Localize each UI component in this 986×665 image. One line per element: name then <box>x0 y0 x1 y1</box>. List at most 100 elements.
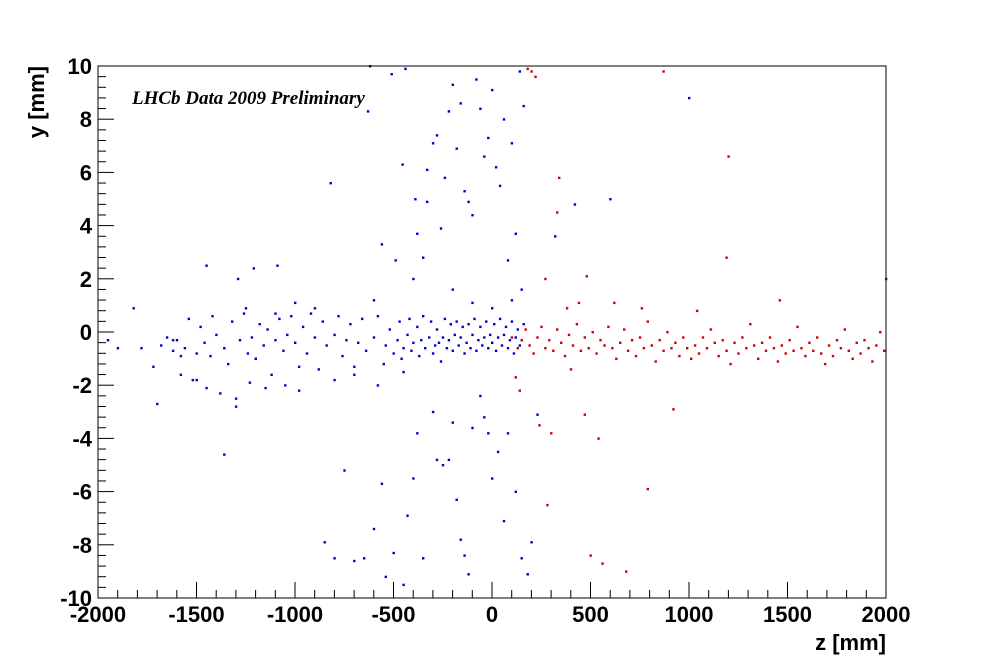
data-point <box>609 198 612 201</box>
data-point <box>471 333 474 337</box>
data-point <box>772 347 776 350</box>
data-point <box>745 347 748 350</box>
data-point <box>871 360 874 363</box>
data-point <box>402 583 405 587</box>
data-point <box>634 354 638 358</box>
data-point <box>140 347 143 350</box>
data-point <box>749 323 752 326</box>
data-point <box>863 339 866 342</box>
data-point <box>459 102 462 105</box>
data-point <box>483 336 486 339</box>
data-point <box>341 354 344 358</box>
data-point <box>508 339 512 342</box>
data-point <box>690 357 693 360</box>
data-point <box>333 557 336 560</box>
data-point <box>455 498 458 501</box>
data-point <box>398 320 401 323</box>
data-point <box>792 349 795 352</box>
data-point <box>353 365 356 368</box>
data-point <box>463 352 466 355</box>
data-point <box>372 527 376 531</box>
data-point <box>875 344 878 347</box>
data-point <box>479 394 482 398</box>
data-point <box>479 107 482 110</box>
data-point <box>556 211 559 214</box>
data-point <box>753 344 756 347</box>
x-axis-title: z [mm] <box>815 630 886 655</box>
data-point <box>510 320 514 323</box>
data-point <box>522 104 525 108</box>
data-point <box>768 336 772 339</box>
data-point <box>701 336 705 339</box>
data-point <box>784 352 787 355</box>
data-point <box>467 323 470 326</box>
data-point <box>835 339 839 342</box>
data-point <box>591 331 594 334</box>
data-point <box>827 344 831 347</box>
data-point <box>266 328 269 331</box>
data-point <box>780 344 783 347</box>
data-point <box>394 259 397 262</box>
data-point <box>209 354 212 358</box>
data-point <box>662 70 665 73</box>
data-point <box>392 551 395 555</box>
data-point <box>284 384 287 387</box>
data-point <box>195 378 198 382</box>
data-point <box>565 307 569 310</box>
data-point <box>544 347 547 350</box>
data-point <box>469 347 472 350</box>
data-point <box>583 413 586 416</box>
data-point <box>372 299 376 302</box>
data-point <box>451 288 454 291</box>
data-point <box>674 341 677 344</box>
data-point <box>412 477 415 480</box>
data-point <box>451 83 454 86</box>
data-point <box>623 328 626 331</box>
data-point <box>487 347 490 350</box>
data-point <box>252 267 255 270</box>
data-point <box>396 339 399 342</box>
plot-frame <box>97 65 887 599</box>
data-point <box>408 317 411 321</box>
x-tick-label: -1500 <box>168 602 224 627</box>
data-point <box>638 336 642 339</box>
data-point <box>116 347 120 350</box>
x-tick-label: 2000 <box>862 602 911 627</box>
data-point <box>309 312 313 315</box>
data-point <box>560 341 563 344</box>
data-point <box>453 333 456 337</box>
data-point <box>717 354 720 358</box>
data-point <box>654 360 657 363</box>
data-point <box>603 344 606 347</box>
data-point <box>171 349 175 352</box>
data-point <box>520 339 523 342</box>
data-point <box>626 349 630 352</box>
data-point <box>585 275 588 278</box>
data-point <box>804 354 807 358</box>
data-point <box>254 357 257 360</box>
data-point <box>357 341 360 344</box>
data-point <box>760 341 764 344</box>
data-point <box>418 354 421 358</box>
data-point <box>496 336 500 339</box>
y-tick-label: -2 <box>72 373 92 398</box>
data-point <box>709 328 713 331</box>
data-point <box>883 349 886 352</box>
data-point <box>642 347 646 350</box>
data-point <box>106 339 110 342</box>
data-point <box>646 320 649 323</box>
data-point <box>431 142 435 145</box>
data-point <box>455 320 458 323</box>
data-point <box>510 336 514 339</box>
data-point <box>552 349 555 352</box>
data-point <box>445 347 449 350</box>
data-point <box>879 331 882 334</box>
data-point <box>451 349 454 352</box>
data-point <box>215 333 218 337</box>
data-point <box>422 315 425 318</box>
data-point <box>502 118 506 121</box>
data-point <box>666 331 669 334</box>
data-point <box>205 264 208 267</box>
data-point <box>441 464 445 467</box>
